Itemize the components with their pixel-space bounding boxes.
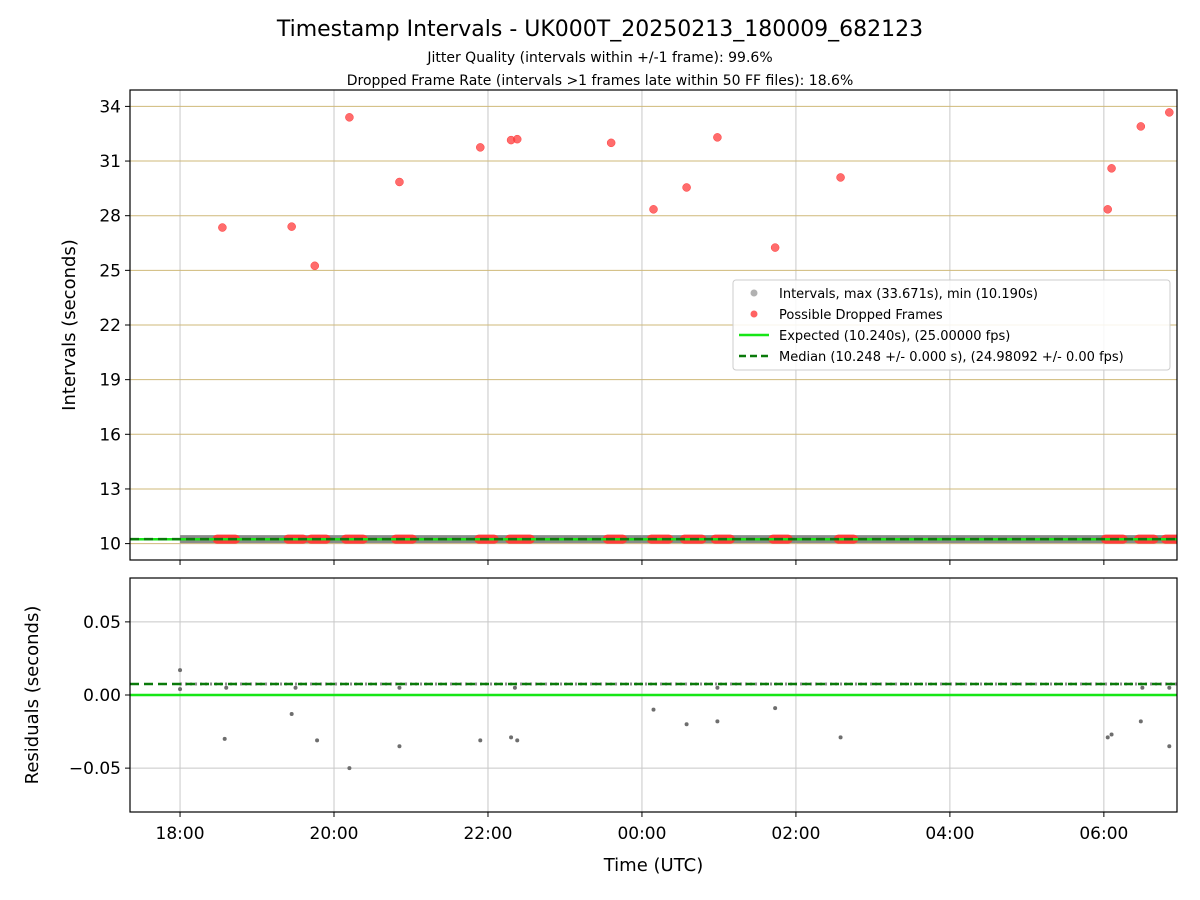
y-tick-label: 31 (99, 152, 121, 172)
y-tick-label: 13 (99, 480, 121, 500)
y-tick-label: −0.05 (69, 759, 121, 779)
dropped-frame-point (395, 177, 404, 187)
dropped-frame-point (770, 243, 780, 252)
dropped-frame-point (1165, 108, 1174, 117)
residual-point (512, 685, 517, 690)
legend-entry: Possible Dropped Frames (779, 308, 943, 323)
y-tick-label: 0.00 (83, 686, 121, 706)
dropped-frame-point (512, 134, 522, 144)
plots-group: 10 13 16 19 22 25 28 31 34 Intervals (seconds) Int… (22, 89, 1178, 876)
x-tick-label: 02:00 (771, 824, 820, 844)
residual-point (1138, 719, 1143, 724)
residual-point (838, 735, 843, 740)
plot-area (130, 668, 1177, 771)
y-tick-label: 0.05 (83, 613, 121, 633)
residual-point (515, 738, 520, 743)
residual-point (347, 766, 352, 771)
residual-point (1167, 744, 1172, 749)
residual-point (1109, 732, 1114, 737)
residual-point (509, 735, 514, 740)
legend-entry: Median (10.248 +/- 0.000 s), (24.98092 +… (779, 350, 1124, 365)
residual-point (478, 738, 483, 743)
y-tick-label: 19 (99, 371, 121, 391)
legend-marker-dropped (750, 310, 758, 318)
dropped-frame-point (1103, 205, 1112, 214)
residual-point (397, 744, 402, 749)
dropped-frame-point (682, 183, 691, 192)
residual-point (397, 685, 402, 690)
y-axis-label: Intervals (seconds) (59, 239, 80, 411)
residual-point (715, 719, 720, 724)
legend-entry: Expected (10.240s), (25.00000 fps) (779, 329, 1010, 344)
x-tick-label: 00:00 (617, 824, 666, 844)
dropped-frame-point (1107, 164, 1116, 173)
y-axis-label: Residuals (seconds) (22, 606, 43, 785)
residual-point (315, 738, 320, 743)
intervals-axes: 10 13 16 19 22 25 28 31 34 Intervals (seconds) Int… (59, 89, 1178, 565)
residual-point (1105, 735, 1110, 740)
dropped-frame-point (1136, 122, 1146, 131)
legend-marker-intervals (750, 289, 758, 297)
y-tick-label: 16 (99, 425, 121, 445)
chart-subtitle-jitter: Jitter Quality (intervals within +/-1 fr… (426, 50, 772, 66)
x-axis-label: Time (UTC) (603, 855, 704, 876)
residual-point (224, 685, 229, 690)
residual-point (222, 736, 227, 741)
x-tick-label: 04:00 (925, 824, 974, 844)
dropped-frame-point (836, 173, 845, 182)
dropped-frame-point (713, 133, 722, 142)
residual-point (293, 685, 298, 690)
dropped-frame-point (476, 143, 485, 152)
plot-area (130, 108, 1177, 544)
residual-point (715, 685, 720, 690)
y-tick-label: 22 (99, 316, 121, 336)
residual-point (651, 707, 656, 712)
residual-point (773, 706, 778, 711)
residual-point (178, 668, 183, 673)
x-tick-label: 22:00 (463, 824, 512, 844)
dropped-frame-point (649, 205, 658, 214)
residual-point (178, 687, 183, 692)
chart-title: Timestamp Intervals - UK000T_20250213_18… (276, 17, 923, 42)
y-tick-label: 25 (99, 261, 121, 281)
y-tick-label: 34 (99, 97, 121, 117)
x-tick-label: 18:00 (156, 824, 205, 844)
residuals-axes: 0.05 0.00 −0.05 18:00 20:00 22:00 00:00 02:00 04… (22, 577, 1178, 876)
chart-subtitle-dropped: Dropped Frame Rate (intervals >1 frames … (347, 73, 854, 89)
residual-point (1140, 685, 1145, 690)
residual-point (1167, 685, 1172, 690)
y-tick-label: 10 (99, 535, 121, 555)
residual-point (684, 722, 689, 727)
legend-entry: Intervals, max (33.671s), min (10.190s) (779, 287, 1038, 302)
y-tick-label: 28 (99, 207, 121, 227)
dropped-frame-point (345, 113, 354, 122)
dropped-frame-point (287, 222, 296, 231)
dropped-frame-point (218, 223, 227, 232)
residual-point (289, 712, 294, 717)
dropped-frame-point (606, 138, 616, 148)
x-tick-label: 06:00 (1079, 824, 1128, 844)
x-tick-label: 20:00 (310, 824, 359, 844)
dropped-frame-point (310, 261, 320, 271)
legend-box (732, 279, 1171, 371)
legend: Intervals, max (33.671s), min (10.190s) P… (732, 279, 1171, 371)
